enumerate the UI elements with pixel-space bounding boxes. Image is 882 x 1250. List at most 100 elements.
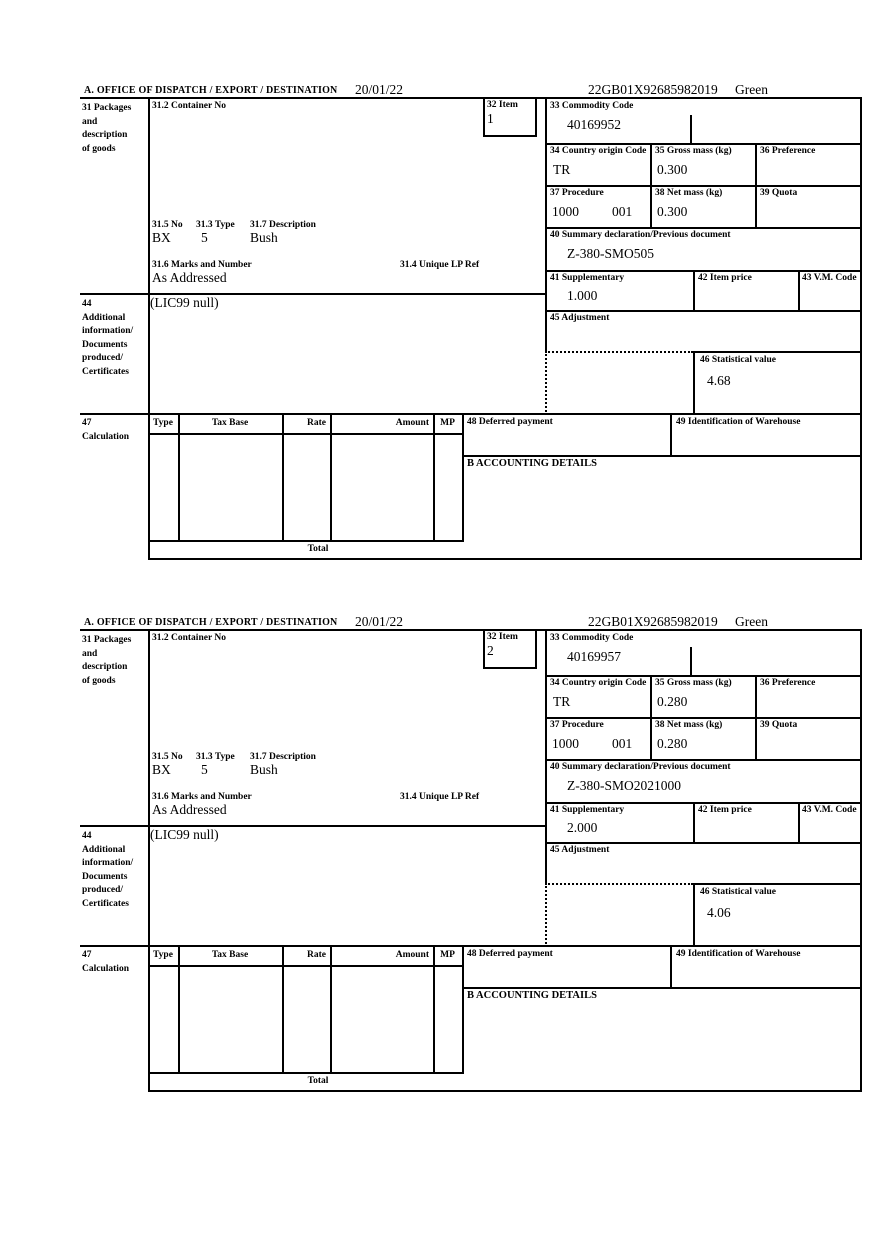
bottom-border-line (148, 558, 862, 560)
box33-bottom-line (545, 143, 862, 145)
calculation-label-line: 47 (82, 950, 92, 960)
net-mass-value: 0.300 (657, 204, 688, 219)
calc-col-divider (330, 945, 332, 1074)
additional-info-label-line: 44 (82, 831, 92, 841)
packages-label-line: and (82, 648, 98, 659)
routing-channel: Green (735, 614, 768, 629)
calc-total-label: Total (307, 1076, 329, 1086)
marks-and-number-value: As Addressed (152, 270, 227, 285)
right-border-line (860, 97, 862, 560)
calc-header-underline (148, 965, 464, 967)
box41-row-bottom-line (545, 842, 862, 844)
accounting-details-label: B ACCOUNTING DETAILS (467, 458, 597, 469)
statistical-value-label: 46 Statistical value (700, 355, 776, 365)
box33-subfield-tick (690, 647, 692, 677)
box46-left-line (693, 883, 695, 947)
box41-42-divider (693, 270, 695, 312)
additional-info-label-line: Certificates (82, 366, 129, 377)
commodity-code-label: 33 Commodity Code (550, 633, 634, 643)
packages-label-line: of goods (82, 675, 116, 686)
routing-channel: Green (735, 82, 768, 97)
office-of-dispatch-title: A. OFFICE OF DISPATCH / EXPORT / DESTINA… (84, 617, 338, 628)
item-number-box (483, 97, 537, 137)
procedure-value-1: 1000 (552, 204, 579, 219)
additional-information-value: (LIC99 null) (150, 295, 219, 310)
bottom-border-line (148, 1090, 862, 1092)
calc-col-type: Type (153, 418, 173, 428)
calc-col-divider (330, 413, 332, 542)
country-origin-value: TR (553, 694, 571, 709)
summary-declaration-value: Z-380-SMO505 (567, 246, 654, 261)
package-type-label: 31.3 Type (196, 220, 235, 230)
calc-col-rate: Rate (307, 418, 326, 428)
quota-label: 39 Quota (760, 188, 798, 198)
container-no-label: 31.2 Container No (152, 101, 226, 111)
dispatch-date: 20/01/22 (355, 614, 404, 629)
box33-bottom-line (545, 675, 862, 677)
item-number-label: 32 Item (487, 100, 518, 110)
net-mass-label: 38 Net mass (kg) (655, 720, 723, 730)
dispatch-date: 20/01/22 (355, 82, 404, 97)
net-mass-label: 38 Net mass (kg) (655, 188, 723, 198)
item-number-value: 2 (487, 643, 494, 658)
gross-mass-label: 35 Gross mass (kg) (655, 678, 732, 688)
box46-top-line (693, 883, 862, 885)
additional-info-label-line: Documents (82, 871, 128, 882)
additional-information-label: 44 Additional information/ Documents pro… (82, 830, 133, 911)
package-type-label: 31.3 Type (196, 752, 235, 762)
box48-row-bottom-line (462, 987, 862, 989)
deferred-payment-label: 48 Deferred payment (467, 417, 553, 427)
box34-row-bottom-line (545, 717, 862, 719)
summary-declaration-value: Z-380-SMO2021000 (567, 778, 681, 793)
additional-info-label-line: Additional (82, 844, 126, 855)
calc-col-divider (282, 413, 284, 542)
supplementary-value: 2.000 (567, 820, 598, 835)
gross-mass-value: 0.300 (657, 162, 688, 177)
package-no-value: BX (152, 230, 171, 245)
adjustment-label: 45 Adjustment (550, 313, 610, 323)
packages-label-line: 31 Packages (82, 103, 132, 113)
package-type-value: 5 (201, 230, 208, 245)
box46-top-line (693, 351, 862, 353)
calc-total-label: Total (307, 544, 329, 554)
summary-declaration-label: 40 Summary declaration/Previous document (550, 762, 731, 772)
label-column-divider (148, 97, 150, 560)
supplementary-label: 41 Supplementary (550, 273, 625, 283)
calc-col-divider (178, 413, 180, 542)
procedure-label: 37 Procedure (550, 720, 604, 730)
supplementary-value: 1.000 (567, 288, 598, 303)
calculation-label: 47 Calculation (82, 417, 129, 444)
packages-label-line: description (82, 130, 128, 140)
top-border-line (80, 97, 862, 99)
adjustment-label: 45 Adjustment (550, 845, 610, 855)
right-column-divider (545, 97, 547, 353)
box40-bottom-line (545, 270, 862, 272)
section-47-divider (80, 945, 862, 947)
calculation-label: 47 Calculation (82, 949, 129, 976)
unique-lp-ref-label: 31.4 Unique LP Ref (400, 792, 480, 802)
goods-description-value: Bush (250, 230, 278, 245)
preference-label: 36 Preference (760, 678, 816, 688)
additional-info-label-line: produced/ (82, 885, 124, 895)
calc-header-underline (148, 433, 464, 435)
section-47-divider (80, 413, 862, 415)
additional-info-label-line: Documents (82, 339, 128, 350)
marks-and-number-label: 31.6 Marks and Number (152, 260, 252, 270)
box41-42-divider (693, 802, 695, 844)
declaration-reference: 22GB01X92685982019 (588, 614, 718, 629)
box42-43-divider (798, 270, 800, 312)
calc-table-right-border (462, 413, 464, 542)
commodity-code-label: 33 Commodity Code (550, 101, 634, 111)
vm-code-label: 43 V.M. Code (802, 805, 857, 815)
section-44-divider (80, 825, 547, 827)
box33-subfield-tick (690, 115, 692, 145)
declaration-item-section: A. OFFICE OF DISPATCH / EXPORT / DESTINA… (80, 81, 864, 561)
goods-description-label: 31.7 Description (250, 752, 316, 762)
additional-information-value: (LIC99 null) (150, 827, 219, 842)
quota-label: 39 Quota (760, 720, 798, 730)
calc-col-amount: Amount (395, 950, 429, 960)
adjustment-dotted-vertical (545, 351, 547, 415)
marks-and-number-label: 31.6 Marks and Number (152, 792, 252, 802)
country-origin-value: TR (553, 162, 571, 177)
